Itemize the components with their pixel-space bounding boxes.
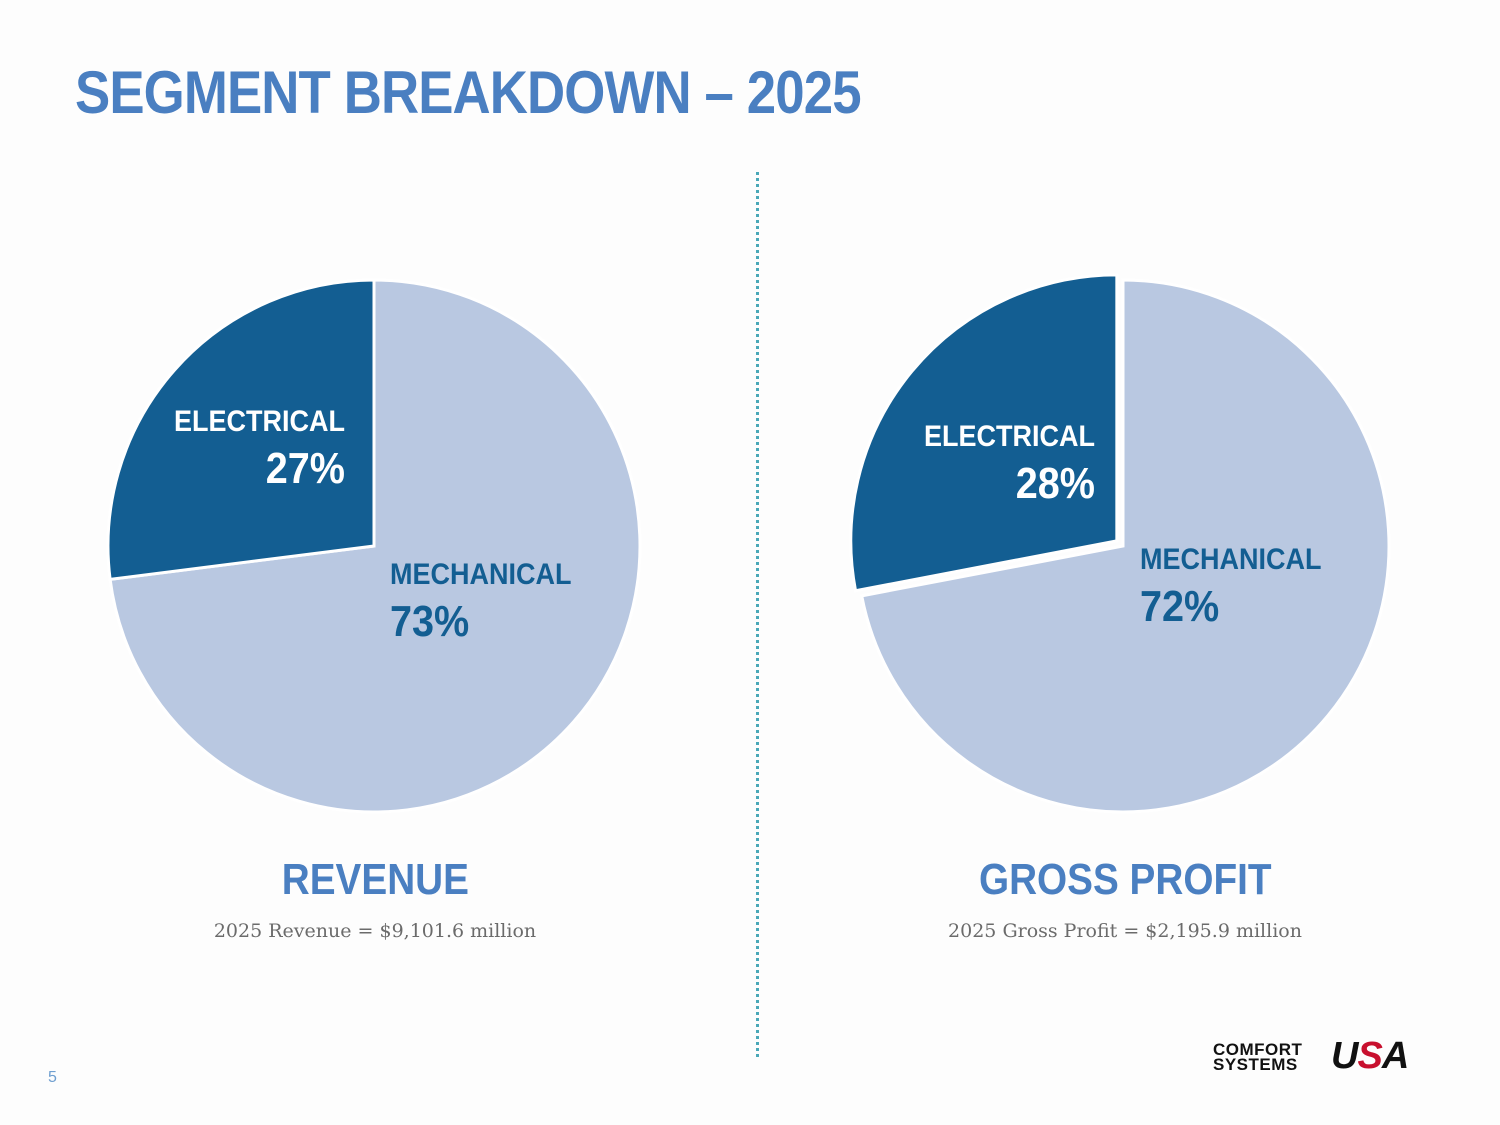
pie-slice-mechanical bbox=[859, 278, 1391, 814]
logo-line-2: SYSTEMS bbox=[1213, 1055, 1298, 1074]
logo-line-1: COMFORT bbox=[1213, 1040, 1303, 1059]
gross-profit-subtitle: 2025 Gross Profit = $2,195.9 million bbox=[948, 920, 1302, 942]
panel-divider bbox=[756, 172, 759, 1057]
logo-usa-a: A bbox=[1381, 1035, 1409, 1077]
gross-profit-electrical-pct: 28% bbox=[1015, 459, 1095, 508]
revenue-electrical-label: ELECTRICAL 27% bbox=[155, 407, 345, 491]
comfort-systems-usa-logo: COMFORT SYSTEMS USA bbox=[1213, 1036, 1433, 1080]
gross-profit-mechanical-label: MECHANICAL 72% bbox=[1140, 545, 1342, 629]
page-number: 5 bbox=[48, 1069, 57, 1086]
page-title: SEGMENT BREAKDOWN – 2025 bbox=[75, 59, 862, 126]
revenue-pie-chart bbox=[106, 278, 642, 814]
revenue-mechanical-name: MECHANICAL bbox=[390, 558, 572, 591]
revenue-chart-panel: ELECTRICAL 27% MECHANICAL 73% REVENUE 20… bbox=[0, 278, 750, 942]
revenue-subtitle: 2025 Revenue = $9,101.6 million bbox=[213, 920, 537, 942]
revenue-chart-title: REVENUE bbox=[0, 855, 750, 905]
revenue-mechanical-pct: 73% bbox=[390, 597, 470, 646]
pie-slice-electrical bbox=[849, 273, 1119, 593]
revenue-title-text: REVENUE bbox=[281, 855, 469, 904]
gross-profit-pie-chart bbox=[849, 273, 1391, 814]
logo-wordmark: COMFORT SYSTEMS bbox=[1213, 1040, 1303, 1074]
revenue-mechanical-label: MECHANICAL 73% bbox=[390, 560, 592, 644]
gross-profit-chart-title: GROSS PROFIT bbox=[750, 855, 1500, 905]
gross-profit-electrical-label: ELECTRICAL 28% bbox=[905, 422, 1095, 506]
revenue-electrical-pct: 27% bbox=[265, 444, 345, 493]
gross-profit-mechanical-name: MECHANICAL bbox=[1140, 543, 1322, 576]
revenue-electrical-name: ELECTRICAL bbox=[174, 405, 345, 438]
pie-slice-electrical bbox=[106, 278, 376, 582]
logo-usa-mark: USA bbox=[1331, 1035, 1409, 1077]
logo-usa-u: U bbox=[1331, 1035, 1358, 1077]
logo-usa-s: S bbox=[1357, 1035, 1382, 1077]
gross-profit-chart-panel: ELECTRICAL 28% MECHANICAL 72% GROSS PROF… bbox=[750, 0, 1500, 1125]
gross-profit-mechanical-pct: 72% bbox=[1140, 582, 1220, 631]
gross-profit-title-text: GROSS PROFIT bbox=[978, 855, 1272, 904]
gross-profit-electrical-name: ELECTRICAL bbox=[924, 420, 1095, 453]
